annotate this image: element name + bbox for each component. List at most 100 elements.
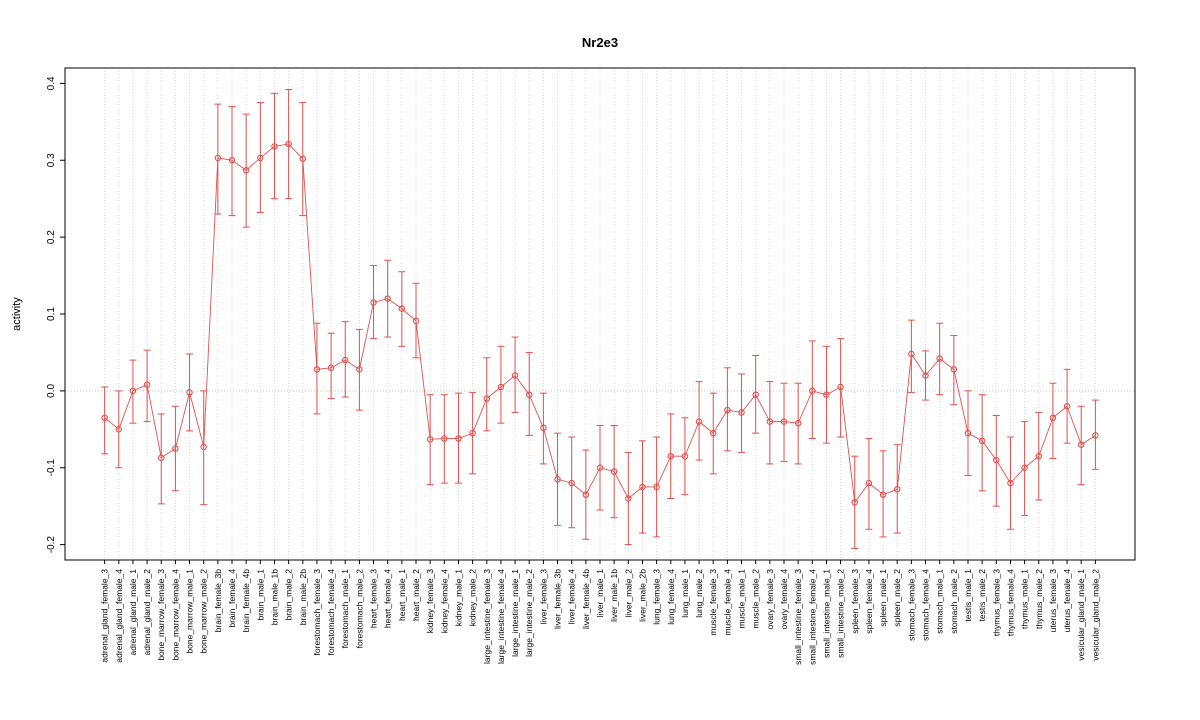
x-tick-label: small_intestine_female_4: [807, 569, 817, 665]
x-tick-label: kidney_female_4: [439, 569, 449, 634]
data-point: [455, 435, 462, 442]
data-point: [964, 429, 972, 437]
x-tick-label: heart_female_3: [369, 569, 379, 628]
data-point: [483, 395, 491, 402]
x-tick-label: thymus_male_2: [1034, 569, 1044, 629]
y-tick-label: 0.1: [46, 307, 57, 321]
x-tick-label: testis_male_2: [977, 569, 987, 622]
x-tick-label: vesicular_gland_male_1: [1076, 569, 1086, 661]
x-tick-label: lung_male_1: [680, 569, 690, 618]
x-tick-label: adrenal_gland_male_2: [142, 569, 152, 656]
data-point: [172, 445, 179, 452]
data-point: [766, 418, 774, 425]
data-point: [681, 452, 689, 460]
data-point: [596, 464, 604, 471]
data-point: [879, 491, 887, 498]
x-tick-label: large_intestine_male_2: [524, 569, 534, 657]
data-point: [893, 486, 901, 493]
x-tick-label: uterus_female_4: [1062, 569, 1072, 633]
data-point: [200, 443, 207, 451]
x-tick-label: liver_female_3: [538, 569, 548, 625]
x-tick-label: adrenal_gland_female_4: [114, 569, 124, 663]
data-point: [823, 391, 830, 398]
data-point: [497, 383, 505, 391]
data-point: [1007, 479, 1014, 487]
x-tick-label: spleen_male_2: [892, 569, 902, 627]
x-tick-label: forestomach_female_3: [312, 569, 322, 656]
data-point: [922, 372, 929, 379]
data-point: [809, 387, 816, 395]
x-tick-label: spleen_male_1: [878, 569, 888, 627]
data-point: [1063, 402, 1071, 410]
x-tick-label: adrenal_gland_male_1: [128, 569, 138, 656]
data-point: [738, 409, 745, 416]
data-point: [285, 140, 292, 148]
x-tick-label: forestomach_male_2: [354, 569, 364, 649]
data-point: [709, 429, 717, 437]
x-tick-label: bone_marrow_male_2: [199, 569, 209, 654]
x-tick-label: stomach_male_2: [949, 569, 959, 634]
data-point: [384, 295, 391, 302]
x-tick-label: brain_male_1: [255, 569, 265, 621]
data-point: [993, 456, 1000, 464]
y-tick-label: 0.3: [46, 153, 57, 167]
data-point: [129, 387, 137, 395]
data-point: [143, 381, 151, 388]
data-point: [950, 366, 958, 373]
data-point: [398, 305, 406, 312]
data-point: [639, 483, 646, 491]
data-point: [441, 435, 448, 442]
data-point: [157, 454, 165, 462]
data-point: [568, 479, 575, 487]
x-tick-label: liver_female_4b: [581, 569, 591, 629]
x-tick-label: brain_female_4: [227, 569, 237, 628]
chart-title: Nr2e3: [582, 35, 618, 50]
data-point: [214, 154, 222, 162]
data-point: [341, 356, 349, 364]
data-point: [1035, 452, 1043, 460]
data-point: [1021, 464, 1028, 471]
x-tick-label: large_intestine_female_3: [482, 569, 492, 664]
data-point: [1077, 441, 1085, 448]
x-tick-label: large_intestine_female_4: [496, 569, 506, 664]
data-point: [101, 414, 108, 422]
x-tick-label: muscle_male_1: [737, 569, 747, 629]
x-tick-label: heart_female_4: [383, 569, 393, 628]
data-point: [540, 424, 547, 432]
data-point: [299, 155, 307, 162]
data-point: [794, 419, 802, 427]
data-point: [582, 491, 590, 498]
x-tick-label: muscle_female_3: [708, 569, 718, 636]
data-point: [695, 418, 703, 425]
data-point: [780, 418, 788, 425]
x-tick-label: kidney_female_3: [425, 569, 435, 634]
data-point: [752, 391, 759, 398]
x-tick-label: forestomach_female_4: [326, 569, 336, 656]
x-tick-label: liver_male_2b: [637, 569, 647, 622]
data-point: [370, 299, 377, 306]
data-point: [228, 157, 236, 164]
data-point: [837, 383, 844, 391]
y-tick-label: 0.4: [46, 76, 57, 90]
data-point: [469, 429, 476, 437]
data-point: [667, 452, 675, 460]
data-point: [525, 391, 533, 398]
data-point: [115, 426, 123, 433]
data-point: [1049, 414, 1057, 422]
data-point: [313, 366, 321, 373]
x-tick-label: bone_marrow_female_4: [170, 569, 180, 661]
x-tick-label: thymus_male_1: [1020, 569, 1030, 629]
x-tick-label: brain_male_2: [284, 569, 294, 621]
x-tick-label: bone_marrow_female_3: [156, 569, 166, 661]
data-point: [610, 468, 618, 475]
x-tick-label: heart_male_2: [411, 569, 421, 621]
x-tick-label: ovary_female_3: [765, 569, 775, 630]
plot-area: -0.2 -0.1 0.0 0.1 0.2 0.3 0.4 adrenal_gland_fem…: [46, 67, 1136, 665]
x-tick-label: brain_male_2b: [298, 569, 308, 626]
x-tick-label: thymus_female_3: [991, 569, 1001, 636]
x-tick-label: small_intestine_male_2: [836, 569, 846, 658]
data-point: [653, 483, 660, 491]
y-tick-label: 0.0: [46, 383, 57, 397]
y-axis-label: activity: [11, 297, 23, 331]
